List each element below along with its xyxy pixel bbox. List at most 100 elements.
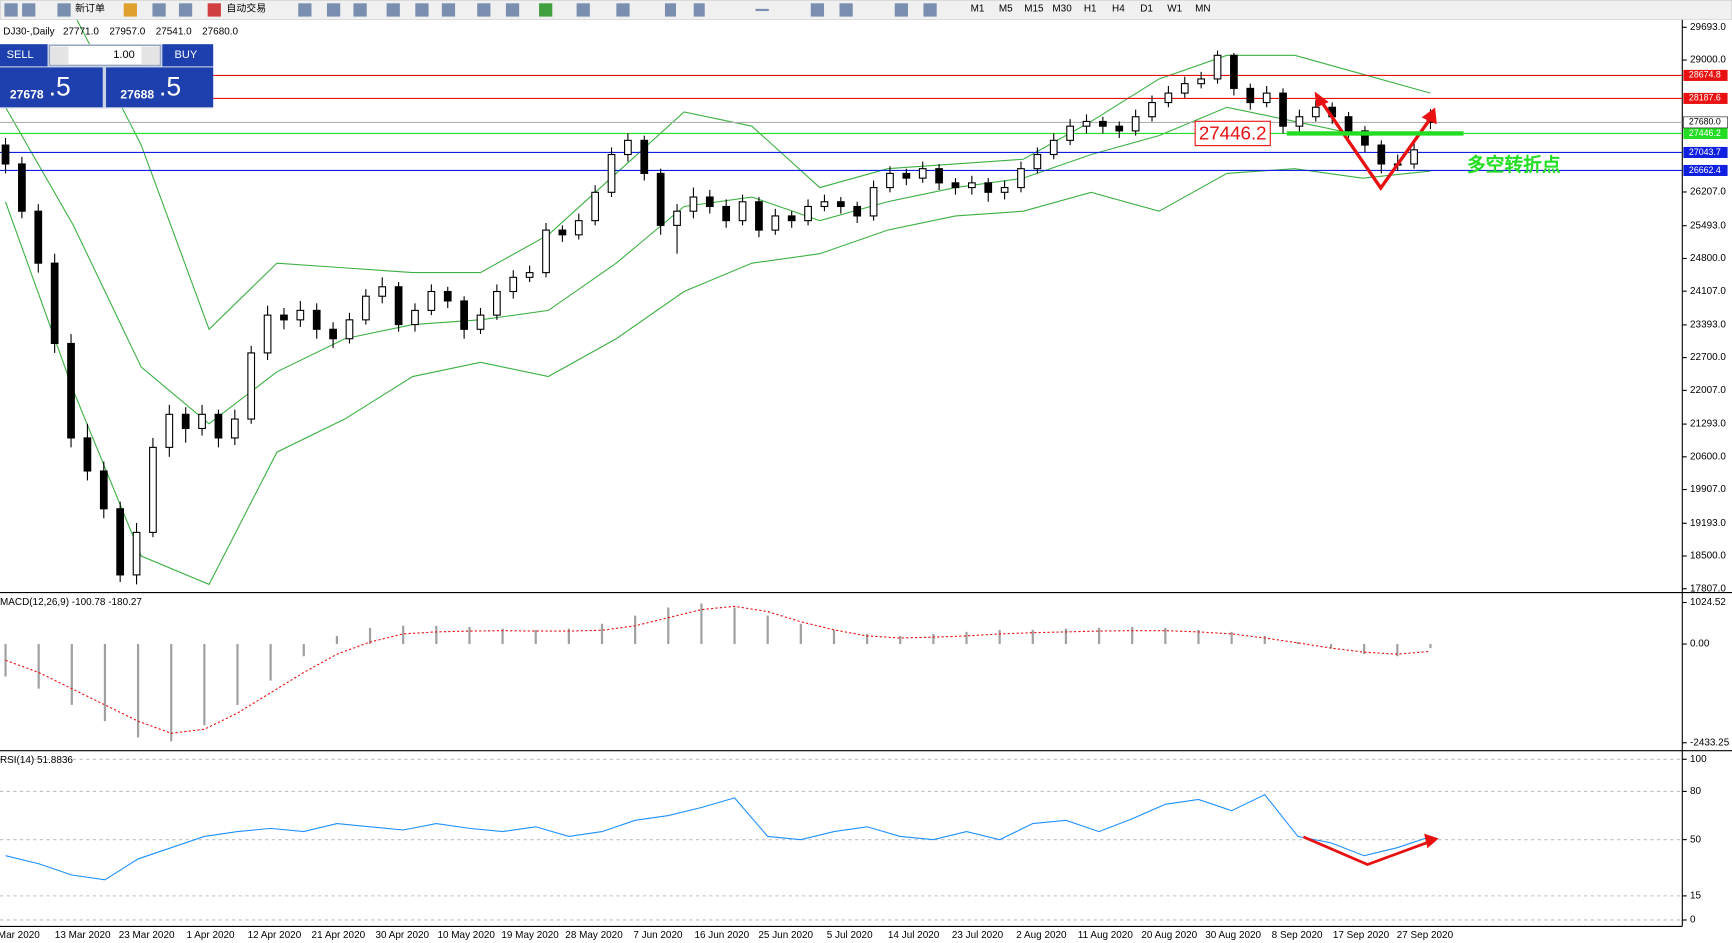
- chart-area: [0, 19, 1732, 943]
- lot-down[interactable]: [50, 46, 69, 65]
- candle-body: [1262, 92, 1271, 104]
- candle-body: [493, 290, 501, 316]
- buy-label[interactable]: BUY: [175, 49, 198, 61]
- icon[interactable]: [4, 3, 18, 17]
- icon[interactable]: [123, 3, 137, 17]
- candle-body: [656, 172, 665, 226]
- icon[interactable]: [839, 3, 853, 17]
- icon[interactable]: [152, 3, 166, 17]
- x-tick-label: 13 Mar 2020: [55, 930, 111, 941]
- candle-body: [853, 205, 862, 217]
- timeframe-button[interactable]: MN: [1195, 3, 1210, 14]
- icon[interactable]: [298, 3, 312, 17]
- x-tick-label: 2 Aug 2020: [1016, 930, 1067, 941]
- candle-body: [542, 229, 550, 274]
- candle-body: [1344, 116, 1353, 132]
- candle-body: [1311, 106, 1320, 118]
- icon[interactable]: [616, 3, 630, 17]
- candle-body: [67, 342, 75, 439]
- icon[interactable]: [22, 3, 36, 17]
- icon[interactable]: [664, 3, 677, 17]
- sell-button[interactable]: [0, 44, 48, 67]
- candle-body: [640, 139, 649, 174]
- lot-value[interactable]: 1.00: [113, 49, 135, 61]
- bid-price[interactable]: 27678: [10, 87, 44, 101]
- icon[interactable]: [326, 3, 341, 17]
- icon[interactable]: [57, 3, 71, 17]
- price-pane: [0, 19, 1683, 586]
- y-tick-label: 19193.0: [1690, 518, 1726, 529]
- pivot-label-box: [1194, 120, 1271, 147]
- pivot-label: 27446.2: [1199, 122, 1267, 143]
- icon[interactable]: [441, 3, 456, 17]
- timeframe-button[interactable]: H4: [1112, 3, 1125, 14]
- y-tick-label: 0: [1690, 915, 1696, 926]
- candle-body: [411, 309, 419, 326]
- icon[interactable]: [353, 3, 367, 17]
- candle-body: [509, 276, 518, 293]
- candle-body: [771, 215, 780, 231]
- sell-label[interactable]: SELL: [7, 49, 34, 61]
- x-tick-label: 21 Apr 2020: [312, 930, 366, 941]
- candle-body: [558, 229, 567, 236]
- lot-up[interactable]: [141, 46, 160, 65]
- icon[interactable]: [894, 3, 908, 17]
- icon[interactable]: [576, 3, 590, 17]
- timeframe-button[interactable]: M1: [971, 3, 985, 14]
- icon[interactable]: [539, 3, 553, 17]
- bollinger-upper: [76, 19, 1431, 331]
- candle-body: [230, 418, 239, 439]
- y-tick-label: 23393.0: [1690, 320, 1726, 331]
- timeframe-button[interactable]: M30: [1052, 3, 1072, 14]
- y-tick-label: 22007.0: [1690, 385, 1726, 396]
- bid-box[interactable]: [0, 67, 103, 108]
- icon[interactable]: [505, 3, 520, 17]
- icon[interactable]: [693, 3, 705, 17]
- toolbar-icons: [4, 3, 937, 17]
- v-arrow: [1302, 835, 1435, 866]
- ask-box[interactable]: [106, 67, 214, 108]
- candle-body: [1148, 102, 1156, 118]
- icon[interactable]: [477, 3, 491, 17]
- icon[interactable]: [386, 3, 400, 17]
- candle-body: [918, 168, 927, 179]
- candle-body: [1, 144, 10, 165]
- y-tick-label: -2433.25: [1690, 737, 1730, 748]
- buy-button[interactable]: [162, 44, 214, 67]
- icon[interactable]: [810, 3, 825, 17]
- x-tick-label: 23 Jul 2020: [952, 930, 1004, 941]
- candle-body: [607, 153, 616, 193]
- candle-body: [280, 314, 288, 321]
- bid-fraction[interactable]: .5: [49, 71, 71, 101]
- ohlc-value: 27957.0: [109, 27, 145, 38]
- icon[interactable]: [755, 8, 769, 12]
- x-tick-label: 27 Sep 2020: [1397, 930, 1454, 941]
- icon[interactable]: [415, 3, 429, 17]
- ask-fraction[interactable]: .5: [159, 71, 181, 101]
- new-order-button[interactable]: 新订单: [75, 1, 105, 14]
- y-tick-label: 100: [1690, 754, 1707, 765]
- ohlc-value: 27541.0: [156, 27, 192, 38]
- y-tick-label: 18500.0: [1690, 551, 1726, 562]
- timeframe-button[interactable]: M5: [999, 3, 1013, 14]
- candle-body: [935, 168, 943, 184]
- timeframe-button[interactable]: D1: [1140, 3, 1153, 14]
- y-tick-label: 25493.0: [1690, 220, 1726, 231]
- ask-price[interactable]: 27688: [120, 87, 154, 101]
- icon[interactable]: [207, 3, 221, 17]
- auto-trading-button[interactable]: 自动交易: [226, 1, 266, 14]
- candle-body: [1000, 187, 1009, 193]
- timeframe-button[interactable]: H1: [1084, 3, 1097, 14]
- candle-body: [1017, 168, 1025, 189]
- icon[interactable]: [178, 3, 193, 17]
- y-tick-label: 0.00: [1690, 639, 1710, 650]
- bollinger-lower: [5, 168, 1431, 586]
- icon[interactable]: [923, 3, 937, 17]
- x-tick-label: Mar 2020: [0, 930, 40, 941]
- ohlc-value: 27680.0: [202, 27, 238, 38]
- timeframe-button[interactable]: W1: [1167, 3, 1182, 14]
- candle-body: [394, 286, 403, 326]
- timeframe-button[interactable]: M15: [1024, 3, 1044, 14]
- candle-body: [755, 201, 763, 231]
- lot-input[interactable]: [49, 44, 161, 66]
